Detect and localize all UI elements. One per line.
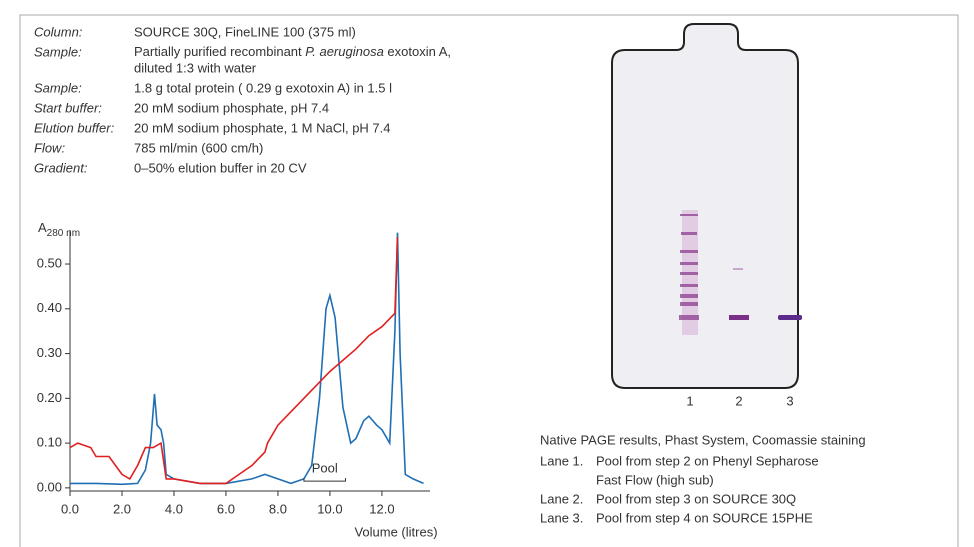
condition-label: Gradient:: [34, 160, 88, 175]
condition-value-part: exotoxin A,: [384, 44, 451, 59]
caption-title: Native PAGE results, Phast System, Cooma…: [540, 432, 866, 447]
frame: [19, 14, 959, 547]
condition-label: Flow:: [34, 140, 65, 155]
y-tick-label: 0.20: [37, 390, 62, 405]
lane-3-band: [778, 315, 802, 320]
x-tick-label: 10.0: [317, 501, 342, 516]
caption-lane-text: Fast Flow (high sub): [596, 472, 714, 487]
condition-value-part: Partially purified recombinant: [134, 44, 305, 59]
y-tick-label: 0.00: [37, 479, 62, 494]
x-tick-label: 6.0: [217, 501, 235, 516]
x-tick-label: 8.0: [269, 501, 287, 516]
condition-value: 20 mM sodium phosphate, pH 7.4: [134, 100, 329, 115]
x-tick-label: 4.0: [165, 501, 183, 516]
lane-2-band: [729, 315, 749, 320]
y-tick-label: 0.10: [37, 435, 62, 450]
caption-lane-text: Pool from step 3 on SOURCE 30Q: [596, 491, 796, 506]
caption-lane-text: Pool from step 2 on Phenyl Sepharose: [596, 453, 819, 468]
pool-bracket: [303, 478, 347, 482]
y-tick-label: 0.30: [37, 345, 62, 360]
x-tick-label: 0.0: [61, 501, 79, 516]
condition-label: Start buffer:: [34, 100, 102, 115]
condition-value: 20 mM sodium phosphate, 1 M NaCl, pH 7.4: [134, 120, 391, 135]
caption-lane-text: Pool from step 4 on SOURCE 15PHE: [596, 510, 813, 525]
y-tick-label: 0.40: [37, 300, 62, 315]
condition-value: 1.8 g total protein ( 0.29 g exotoxin A)…: [134, 80, 392, 95]
condition-value: Partially purified recombinant P. aerugi…: [134, 44, 451, 59]
condition-label: Sample:: [34, 44, 82, 59]
condition-value: 785 ml/min (600 cm/h): [134, 140, 263, 155]
lane-2-faint: [733, 268, 743, 270]
pool-label: Pool: [312, 461, 338, 476]
series-line: [70, 232, 424, 486]
condition-value: diluted 1:3 with water: [134, 60, 257, 75]
caption-lane-label: Lane 3.: [540, 510, 583, 525]
condition-value-part: P. aeruginosa: [305, 44, 384, 59]
y-axis-label: A280 nm: [38, 220, 80, 238]
caption-lane-label: Lane 1.: [540, 453, 583, 468]
y-axis-label-sub: 280 nm: [47, 228, 80, 239]
condition-label: Column:: [34, 24, 83, 39]
gel-outline: [611, 23, 799, 389]
y-axis-label-main: A: [38, 220, 47, 235]
lane-number: 2: [735, 393, 742, 408]
condition-label: Elution buffer:: [34, 120, 115, 135]
x-axis-label: Volume (litres): [354, 524, 437, 539]
y-tick-label: 0.50: [37, 255, 62, 270]
lane-number: 3: [786, 393, 793, 408]
condition-value: 0–50% elution buffer in 20 CV: [134, 160, 307, 175]
lane-number: 1: [686, 393, 693, 408]
condition-value: SOURCE 30Q, FineLINE 100 (375 ml): [134, 24, 356, 39]
condition-label: Sample:: [34, 80, 82, 95]
x-tick-label: 12.0: [369, 501, 394, 516]
caption-lane-label: Lane 2.: [540, 491, 583, 506]
lane-1-bands: [679, 214, 699, 320]
series-line: [69, 237, 399, 485]
x-tick-label: 2.0: [113, 501, 131, 516]
gel: [611, 23, 802, 389]
